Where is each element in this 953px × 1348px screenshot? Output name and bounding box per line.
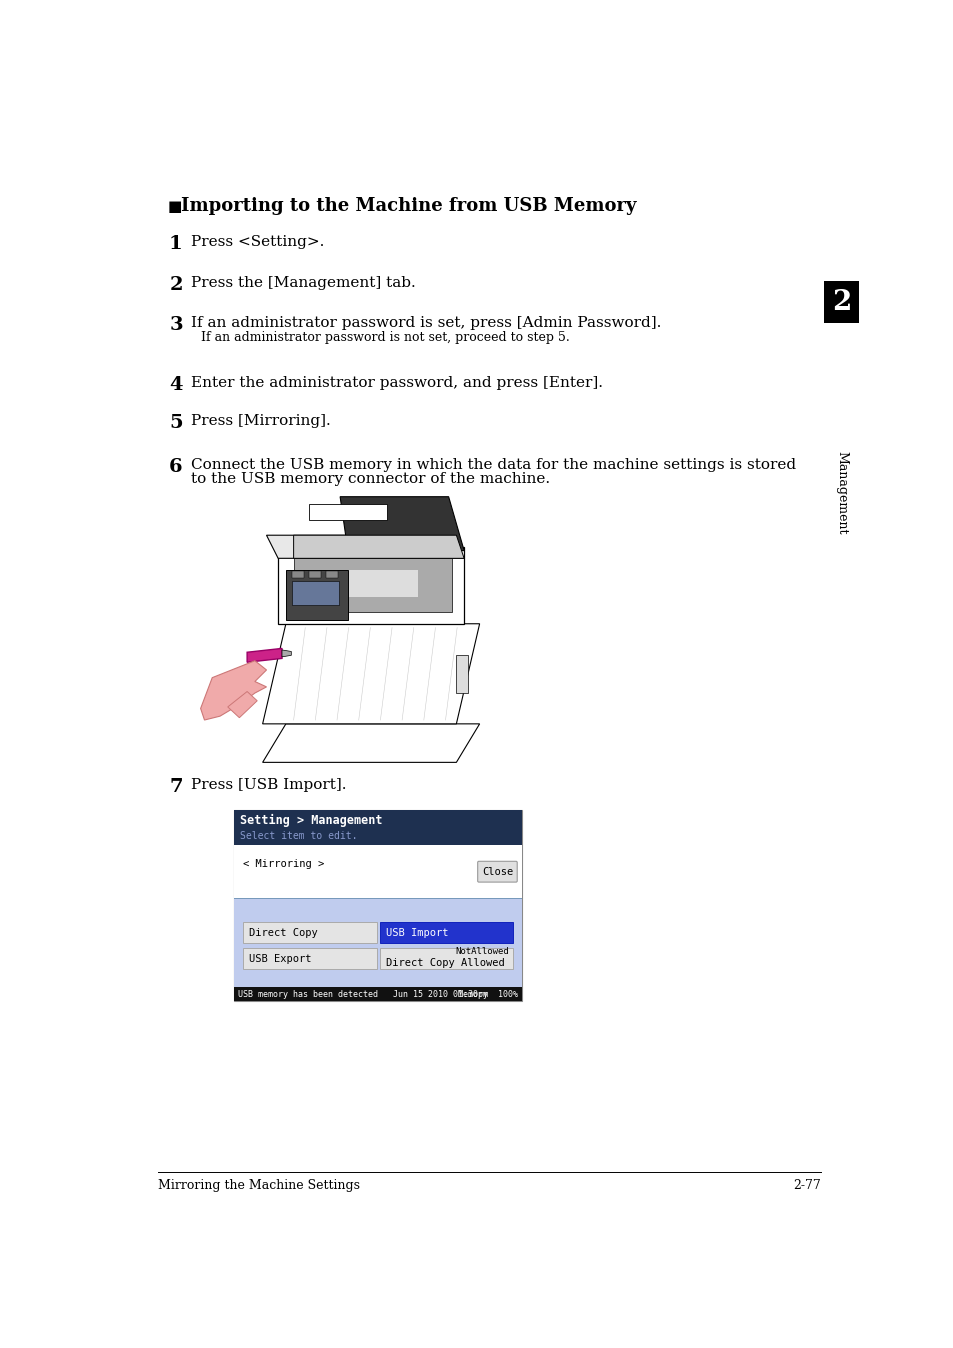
Text: Enter the administrator password, and press [Enter].: Enter the administrator password, and pr… xyxy=(191,376,602,390)
Bar xyxy=(379,922,513,944)
Text: 5: 5 xyxy=(169,414,183,433)
Text: USB memory has been detected: USB memory has been detected xyxy=(237,989,377,999)
Text: Management: Management xyxy=(834,452,847,535)
Text: 1: 1 xyxy=(169,235,183,253)
Polygon shape xyxy=(282,650,291,656)
Polygon shape xyxy=(340,496,464,550)
Bar xyxy=(233,987,521,1002)
Text: Connect the USB memory in which the data for the machine settings is stored: Connect the USB memory in which the data… xyxy=(191,458,795,472)
Text: Direct Copy: Direct Copy xyxy=(249,927,318,937)
Polygon shape xyxy=(294,535,464,558)
Polygon shape xyxy=(247,648,282,662)
Text: NotAllowed: NotAllowed xyxy=(455,948,509,956)
Bar xyxy=(823,282,858,324)
Bar xyxy=(233,810,521,1002)
Text: Importing to the Machine from USB Memory: Importing to the Machine from USB Memory xyxy=(181,197,636,216)
Bar xyxy=(233,845,521,899)
Text: Jun 15 2010 01:30pm: Jun 15 2010 01:30pm xyxy=(392,989,487,999)
Text: Select item to edit.: Select item to edit. xyxy=(240,830,357,841)
Text: < Mirroring >: < Mirroring > xyxy=(243,859,324,869)
Polygon shape xyxy=(200,661,266,720)
Polygon shape xyxy=(286,570,348,620)
Bar xyxy=(309,572,320,577)
Polygon shape xyxy=(278,547,464,624)
Bar xyxy=(456,655,468,693)
Bar xyxy=(379,948,513,969)
Text: 7: 7 xyxy=(169,778,183,795)
Text: 2-77: 2-77 xyxy=(792,1180,820,1193)
Text: Close: Close xyxy=(481,867,513,876)
Bar xyxy=(243,948,376,969)
Text: 6: 6 xyxy=(169,458,183,476)
Text: 2: 2 xyxy=(169,276,183,294)
Polygon shape xyxy=(294,558,452,612)
Text: ■: ■ xyxy=(167,200,181,214)
Polygon shape xyxy=(262,724,479,763)
Text: Press the [Management] tab.: Press the [Management] tab. xyxy=(191,276,415,290)
Text: 4: 4 xyxy=(169,376,183,394)
Polygon shape xyxy=(266,535,464,558)
Bar xyxy=(292,581,338,604)
FancyBboxPatch shape xyxy=(477,861,517,882)
Polygon shape xyxy=(262,624,479,724)
Text: Direct Copy Allowed: Direct Copy Allowed xyxy=(385,958,504,968)
Bar xyxy=(233,810,521,845)
Text: 2: 2 xyxy=(831,288,850,315)
Bar xyxy=(309,504,386,520)
Text: to the USB memory connector of the machine.: to the USB memory connector of the machi… xyxy=(191,472,549,487)
Text: Memory  100%: Memory 100% xyxy=(457,989,517,999)
Text: Mirroring the Machine Settings: Mirroring the Machine Settings xyxy=(158,1180,359,1193)
Polygon shape xyxy=(228,692,257,717)
Bar xyxy=(243,922,376,944)
Bar xyxy=(233,899,521,987)
Text: Press <Setting>.: Press <Setting>. xyxy=(191,235,324,249)
Bar xyxy=(326,572,337,577)
Text: 3: 3 xyxy=(169,315,183,334)
Text: Setting > Management: Setting > Management xyxy=(240,814,382,828)
Text: USB Export: USB Export xyxy=(249,954,312,964)
Text: Press [Mirroring].: Press [Mirroring]. xyxy=(191,414,330,429)
Text: If an administrator password is set, press [Admin Password].: If an administrator password is set, pre… xyxy=(191,315,660,330)
Text: Press [USB Import].: Press [USB Import]. xyxy=(191,778,346,791)
Text: If an administrator password is not set, proceed to step 5.: If an administrator password is not set,… xyxy=(201,332,570,344)
Bar xyxy=(309,570,417,597)
Text: USB Import: USB Import xyxy=(385,927,448,937)
Bar xyxy=(292,572,303,577)
